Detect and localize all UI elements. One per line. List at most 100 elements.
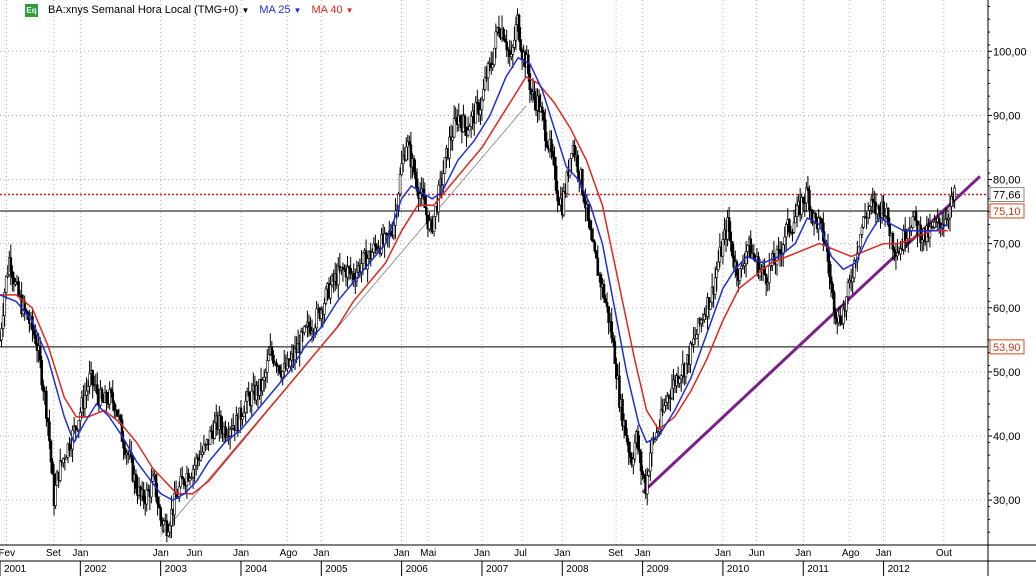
candle-body <box>906 230 910 240</box>
candle-body <box>46 418 50 423</box>
candle-body <box>545 140 549 147</box>
candle-body <box>664 402 668 406</box>
chevron-down-icon: ▼ <box>345 5 354 15</box>
candle-body <box>829 276 833 285</box>
candle-body <box>611 337 615 342</box>
x-month-label: Fev <box>0 548 15 559</box>
candle-body <box>418 193 422 199</box>
candle-body <box>109 389 113 394</box>
candle-body <box>781 244 785 255</box>
candle-body <box>0 339 2 342</box>
x-month-label: Jan <box>876 548 892 559</box>
candle-body <box>503 38 507 43</box>
candle-body <box>859 234 862 248</box>
candle-body <box>953 187 956 201</box>
candle-body <box>625 435 629 443</box>
candle-body <box>168 525 172 533</box>
candle-body <box>588 220 592 230</box>
y-tick-label: 30,00 <box>993 495 1021 507</box>
candle-body <box>182 478 186 486</box>
candle-body <box>784 224 788 238</box>
candle-body <box>873 201 876 204</box>
ma40-legend[interactable]: MA 40 ▼ <box>311 4 353 16</box>
candle-body <box>542 112 546 121</box>
candle-body <box>194 457 198 466</box>
candle-body <box>346 266 349 278</box>
candle-body <box>150 481 153 498</box>
candle-body <box>170 508 173 527</box>
y-tick-label: 90,00 <box>993 110 1021 122</box>
candle-body <box>428 220 431 230</box>
candle-body <box>919 224 922 243</box>
candle-body <box>414 171 417 180</box>
candle-body <box>244 400 247 413</box>
candle-body <box>641 470 644 475</box>
candle-body <box>239 407 243 420</box>
candle-body <box>323 303 326 315</box>
candle-body <box>828 261 831 278</box>
candle-body <box>615 363 618 379</box>
candle-body <box>241 416 244 420</box>
candle-body <box>105 391 108 403</box>
candle-body <box>562 191 566 216</box>
candle-body <box>392 224 396 236</box>
candle-body <box>228 429 232 437</box>
price-badge: 53,90 <box>989 339 1025 355</box>
candle-body <box>502 28 505 40</box>
candle-body <box>869 198 873 207</box>
candle-body <box>65 457 68 460</box>
x-month-label: Mai <box>420 548 436 559</box>
candle-body <box>100 388 104 399</box>
candle-body <box>511 46 515 55</box>
candle-body <box>145 489 149 505</box>
candle-body <box>412 158 416 173</box>
candle-body <box>272 354 275 364</box>
candle-body <box>594 250 598 259</box>
candle-body <box>250 390 254 406</box>
candle-body <box>662 405 666 413</box>
candle-body <box>801 197 805 203</box>
candle-body <box>701 319 705 321</box>
candle-body <box>543 119 547 142</box>
candle-body <box>613 341 617 364</box>
candle-body <box>83 395 87 409</box>
ma25-legend[interactable]: MA 25 ▼ <box>259 4 301 16</box>
candle-body <box>49 440 53 463</box>
candle-body <box>303 326 306 333</box>
candle-body <box>202 444 206 453</box>
candle-body <box>493 47 496 65</box>
candle-body <box>204 444 207 446</box>
price-badge-box <box>989 187 1025 203</box>
x-year-label: 2001 <box>4 564 27 575</box>
chevron-down-icon: ▼ <box>293 5 302 15</box>
candle-body <box>17 281 20 296</box>
candle-body <box>670 387 674 399</box>
candle-body <box>514 24 518 41</box>
price-badge-label: 75,10 <box>993 206 1021 218</box>
candle-body <box>795 205 799 218</box>
candle-body <box>573 145 576 158</box>
candle-body <box>695 334 698 339</box>
candle-body <box>238 407 241 433</box>
candle-body <box>730 240 734 257</box>
x-month-label: Jan <box>313 548 329 559</box>
candle-body <box>933 221 936 228</box>
candle-body <box>122 441 125 449</box>
candle-body <box>645 475 649 495</box>
candle-body <box>832 292 836 313</box>
candle-body <box>304 325 308 328</box>
symbol-selector[interactable]: BA:xnys Semanal Hora Local (TMG+0) ▼ <box>48 4 249 16</box>
candle-body <box>38 345 42 361</box>
candle-body <box>469 115 473 127</box>
chart-title: BA:xnys Semanal Hora Local (TMG+0) <box>48 4 239 16</box>
candle-body <box>568 158 572 177</box>
candle-body <box>400 163 403 175</box>
candle-body <box>679 375 683 380</box>
candle-body <box>684 363 688 378</box>
candle-body <box>808 189 811 211</box>
candle-body <box>361 252 365 264</box>
candle-body <box>857 246 861 254</box>
candle-body <box>162 520 166 526</box>
